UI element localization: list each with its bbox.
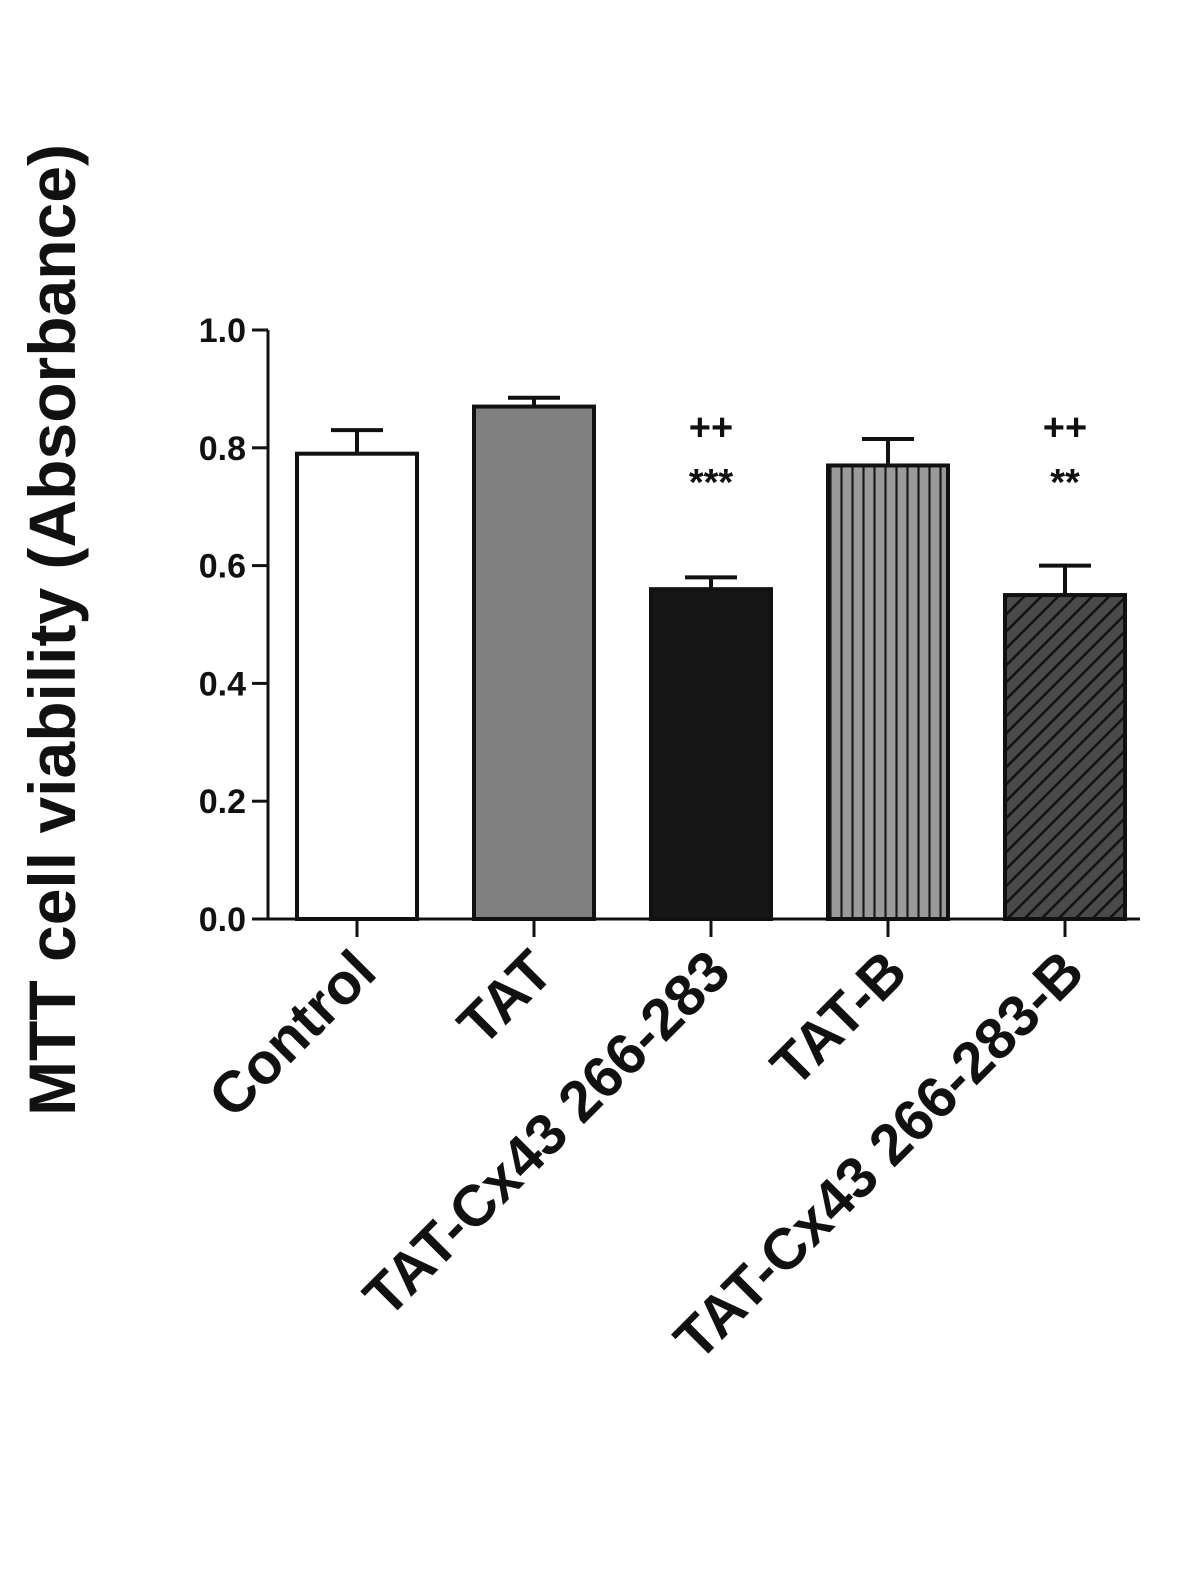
bars (295, 395, 1127, 921)
x-tick-label: TAT (446, 938, 566, 1058)
y-tick-label: 0.2 (199, 783, 246, 821)
significance-label: ++ (1043, 407, 1087, 449)
x-tick-label: TAT-B (759, 938, 920, 1099)
significance-label: ++ (689, 407, 733, 449)
significance-label: *** (689, 462, 734, 504)
bar (1003, 593, 1127, 921)
bar (649, 587, 773, 921)
y-tick-label: 0.0 (199, 901, 246, 939)
y-axis-label: MTT cell viability (Absorbance) (15, 144, 89, 1116)
y-tick-label: 0.8 (199, 430, 246, 468)
y-tick-label: 0.4 (199, 665, 246, 703)
bar (826, 463, 950, 921)
bar (472, 404, 596, 921)
x-tick-label: Control (196, 938, 388, 1130)
significance-annotations: ++ *** ++ ** (689, 407, 1087, 504)
bar (295, 451, 419, 921)
significance-label: ** (1050, 462, 1080, 504)
y-tick-label: 1.0 (199, 312, 246, 350)
y-tick-label: 0.6 (199, 548, 246, 586)
